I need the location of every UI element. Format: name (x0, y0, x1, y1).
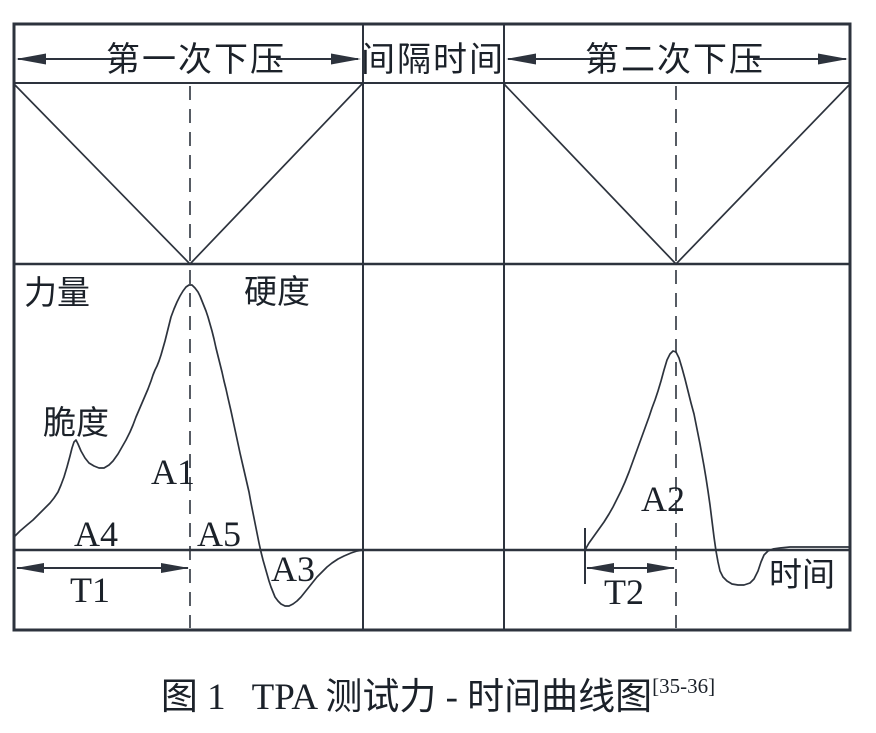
area-a3-label: A3 (271, 549, 315, 589)
brittleness-label: 脆度 (43, 405, 109, 442)
area-a5-label: A5 (197, 514, 241, 554)
area-a2-label: A2 (641, 479, 685, 519)
caption-title: TPA 测试力 - 时间曲线图 (251, 677, 653, 718)
t1-right-arrowhead-icon (161, 563, 189, 573)
t2-left-arrowhead-icon (586, 563, 614, 573)
interval-label: 间隔时间 (361, 42, 505, 79)
phase2-right-arrowhead-icon (818, 53, 848, 65)
phase1-label: 第一次下压 (106, 41, 286, 79)
area-a4-label: A4 (74, 514, 118, 554)
figure-border (12, 22, 852, 632)
figure-caption: 图 1 TPA 测试力 - 时间曲线图[35-36] (0, 666, 876, 720)
time-t2-label: T2 (604, 572, 644, 612)
caption-citation: [35-36] (652, 673, 716, 698)
t1-left-arrowhead-icon (16, 563, 44, 573)
probe-travel-v1 (13, 83, 363, 266)
force-axis-label: 力量 (24, 275, 90, 312)
caption-number: 图 1 (160, 677, 226, 718)
probe-travel-v2 (503, 83, 851, 266)
time-t1-label: T1 (70, 570, 110, 610)
phase1-left-arrowhead-icon (16, 53, 46, 65)
hardness-label: 硬度 (244, 274, 310, 311)
tpa-diagram: 第一次下压 间隔时间 第二次下压 力量 硬度 脆度 A1 A4 A5 A3 T1… (12, 22, 852, 632)
area-a1-label: A1 (151, 452, 195, 492)
t2-right-arrowhead-icon (647, 563, 675, 573)
phase1-right-arrowhead-icon (331, 53, 361, 65)
force-curve-2 (584, 350, 851, 586)
phase2-left-arrowhead-icon (506, 53, 536, 65)
force-curve-1 (13, 284, 364, 607)
phase2-label: 第二次下压 (585, 41, 765, 79)
time-axis-label: 时间 (769, 558, 835, 594)
